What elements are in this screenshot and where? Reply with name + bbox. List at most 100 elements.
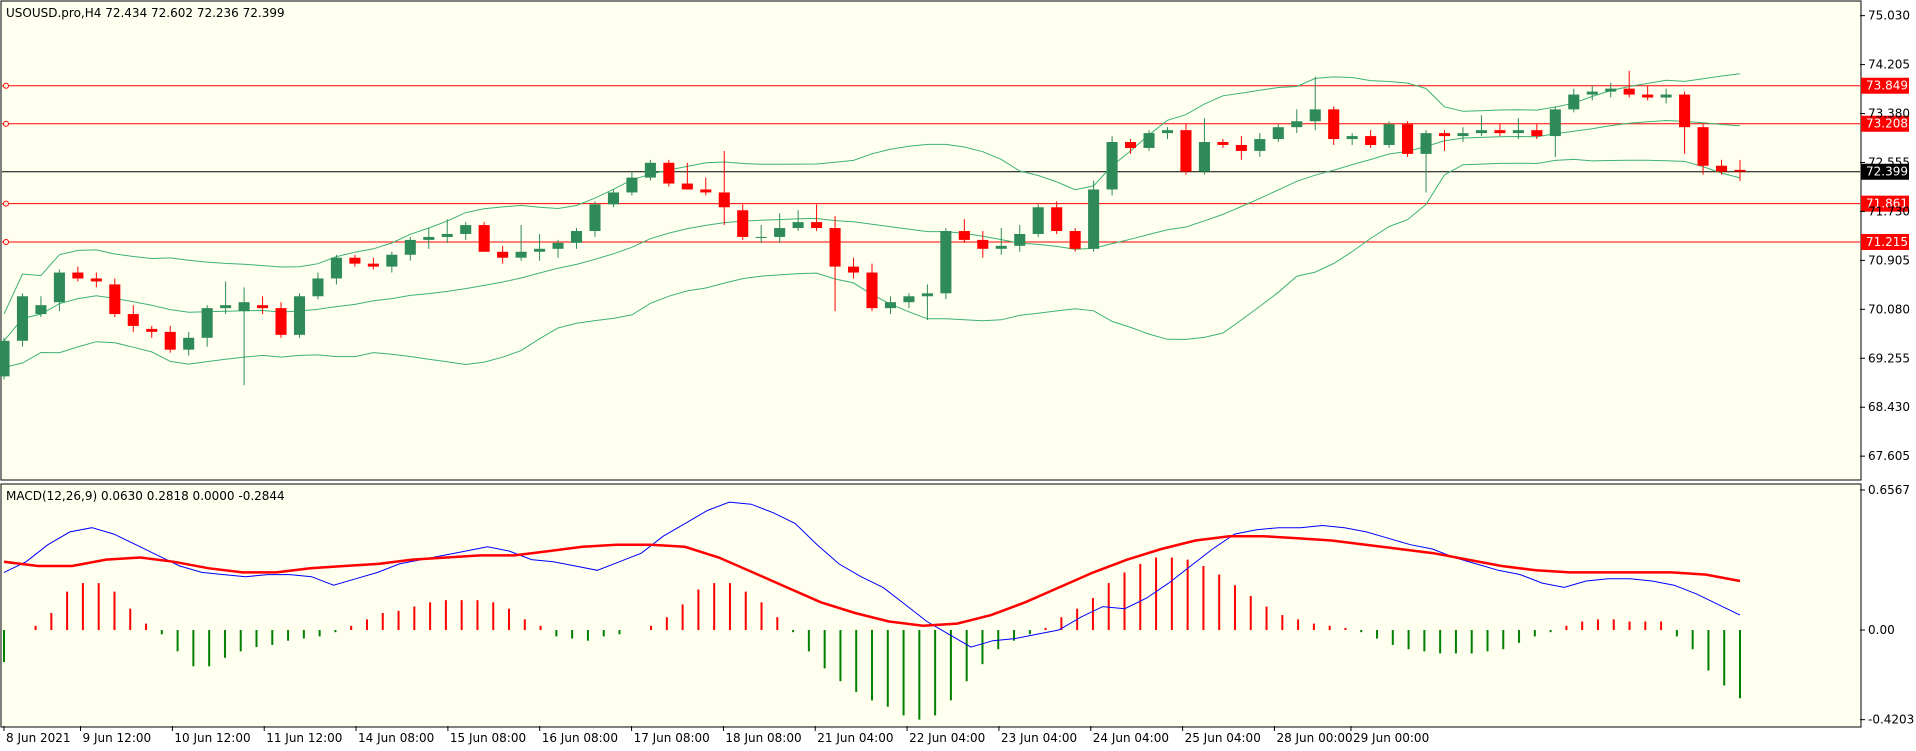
candle-bull[interactable]: [1660, 94, 1672, 98]
candle-bull[interactable]: [626, 177, 638, 193]
candle-bear[interactable]: [367, 263, 379, 267]
candle-bull[interactable]: [1512, 130, 1524, 134]
candle-bear[interactable]: [847, 266, 860, 273]
candle-bull[interactable]: [1254, 139, 1266, 151]
candle-bull[interactable]: [183, 337, 195, 350]
candle-bear[interactable]: [1494, 130, 1506, 134]
candle-bull[interactable]: [792, 222, 804, 229]
candle-bear[interactable]: [478, 225, 490, 252]
candle-bear[interactable]: [146, 328, 158, 332]
candle-bull[interactable]: [0, 340, 10, 377]
candle-bull[interactable]: [1309, 109, 1321, 122]
candle-bear[interactable]: [349, 257, 361, 264]
candle-bear[interactable]: [1365, 136, 1377, 145]
candle-bear[interactable]: [718, 192, 730, 208]
price-panel[interactable]: [0, 0, 1862, 481]
candle-bull[interactable]: [534, 248, 546, 252]
candle-bull[interactable]: [1161, 130, 1174, 134]
candle-bull[interactable]: [201, 308, 213, 338]
candle-bull[interactable]: [16, 296, 29, 341]
candle-bull[interactable]: [1272, 127, 1284, 140]
candle-bear[interactable]: [958, 231, 970, 240]
candle-bear[interactable]: [1328, 109, 1340, 140]
candle-bear[interactable]: [275, 308, 287, 335]
candle-bull[interactable]: [238, 302, 250, 312]
candle-bear[interactable]: [1217, 142, 1229, 145]
level-anchor-dot[interactable]: [3, 200, 9, 207]
candle-bull[interactable]: [1291, 121, 1303, 128]
candle-bull[interactable]: [552, 242, 564, 249]
macd-panel[interactable]: [0, 483, 1862, 728]
candle-bull[interactable]: [1014, 233, 1026, 246]
candle-bear[interactable]: [1679, 94, 1691, 128]
candle-bull[interactable]: [607, 192, 619, 205]
candle-bear[interactable]: [866, 272, 878, 309]
candle-bear[interactable]: [90, 278, 102, 282]
candle-bull[interactable]: [1475, 130, 1487, 134]
candle-bear[interactable]: [1069, 231, 1081, 249]
candle-bear[interactable]: [977, 239, 989, 249]
candle-bull[interactable]: [1420, 133, 1432, 154]
candle-bull[interactable]: [220, 305, 232, 309]
candle-bull[interactable]: [312, 278, 324, 297]
candle-bull[interactable]: [330, 257, 342, 279]
candle-bull[interactable]: [293, 296, 306, 335]
candle-bear[interactable]: [663, 162, 675, 184]
candle-bull[interactable]: [1383, 124, 1395, 145]
candle-bear[interactable]: [1051, 207, 1063, 232]
candle-bull[interactable]: [35, 305, 47, 315]
candle-bear[interactable]: [1125, 142, 1137, 148]
candle-bear[interactable]: [164, 331, 176, 350]
candle-bear[interactable]: [257, 305, 269, 309]
candle-bull[interactable]: [903, 296, 915, 303]
candle-bear[interactable]: [1715, 165, 1728, 172]
candle-bull[interactable]: [1143, 133, 1155, 148]
candle-bull[interactable]: [1106, 142, 1118, 190]
candle-bull[interactable]: [1549, 109, 1561, 137]
candle-bear[interactable]: [72, 272, 84, 279]
candle-bull[interactable]: [1032, 207, 1044, 234]
candle-bull[interactable]: [1586, 91, 1598, 95]
candle-bull[interactable]: [1088, 189, 1100, 249]
candle-bull[interactable]: [53, 272, 65, 303]
candle-bull[interactable]: [995, 245, 1007, 249]
candle-bull[interactable]: [1605, 88, 1617, 92]
candle-bear[interactable]: [497, 251, 509, 258]
level-anchor-dot[interactable]: [3, 82, 9, 89]
candle-bear[interactable]: [1734, 169, 1746, 172]
candle-bull[interactable]: [423, 236, 435, 240]
candle-bear[interactable]: [1531, 130, 1543, 137]
candle-bear[interactable]: [681, 183, 693, 190]
candle-bear[interactable]: [737, 210, 749, 237]
level-anchor-dot[interactable]: [3, 120, 9, 127]
candle-bear[interactable]: [811, 222, 823, 229]
candle-bull[interactable]: [441, 233, 453, 237]
candle-bear[interactable]: [1402, 124, 1414, 154]
candle-bear[interactable]: [829, 228, 841, 267]
candle-bull[interactable]: [386, 254, 398, 267]
candle-bear[interactable]: [1438, 133, 1451, 137]
candle-bear[interactable]: [700, 189, 712, 193]
candle-bull[interactable]: [404, 239, 416, 255]
candle-bull[interactable]: [755, 236, 767, 238]
candle-bull[interactable]: [1198, 142, 1210, 172]
candle-bear[interactable]: [1235, 144, 1247, 151]
candle-bull[interactable]: [1568, 94, 1580, 110]
candle-bull[interactable]: [940, 231, 952, 294]
candle-bull[interactable]: [1457, 133, 1469, 137]
candle-bear[interactable]: [127, 314, 139, 326]
candle-bull[interactable]: [589, 204, 601, 232]
candle-bull[interactable]: [570, 231, 583, 243]
candle-bull[interactable]: [644, 162, 656, 178]
candle-bear[interactable]: [1642, 94, 1654, 98]
candle-bull[interactable]: [515, 251, 527, 258]
candle-bear[interactable]: [1623, 88, 1635, 95]
candle-bear[interactable]: [1180, 130, 1192, 172]
candle-bull[interactable]: [1346, 136, 1358, 140]
candle-bull[interactable]: [460, 225, 472, 234]
candle-bull[interactable]: [884, 302, 897, 309]
candle-bull[interactable]: [921, 293, 933, 297]
candle-bear[interactable]: [109, 284, 121, 315]
candle-bull[interactable]: [774, 228, 786, 237]
level-anchor-dot[interactable]: [3, 238, 9, 245]
